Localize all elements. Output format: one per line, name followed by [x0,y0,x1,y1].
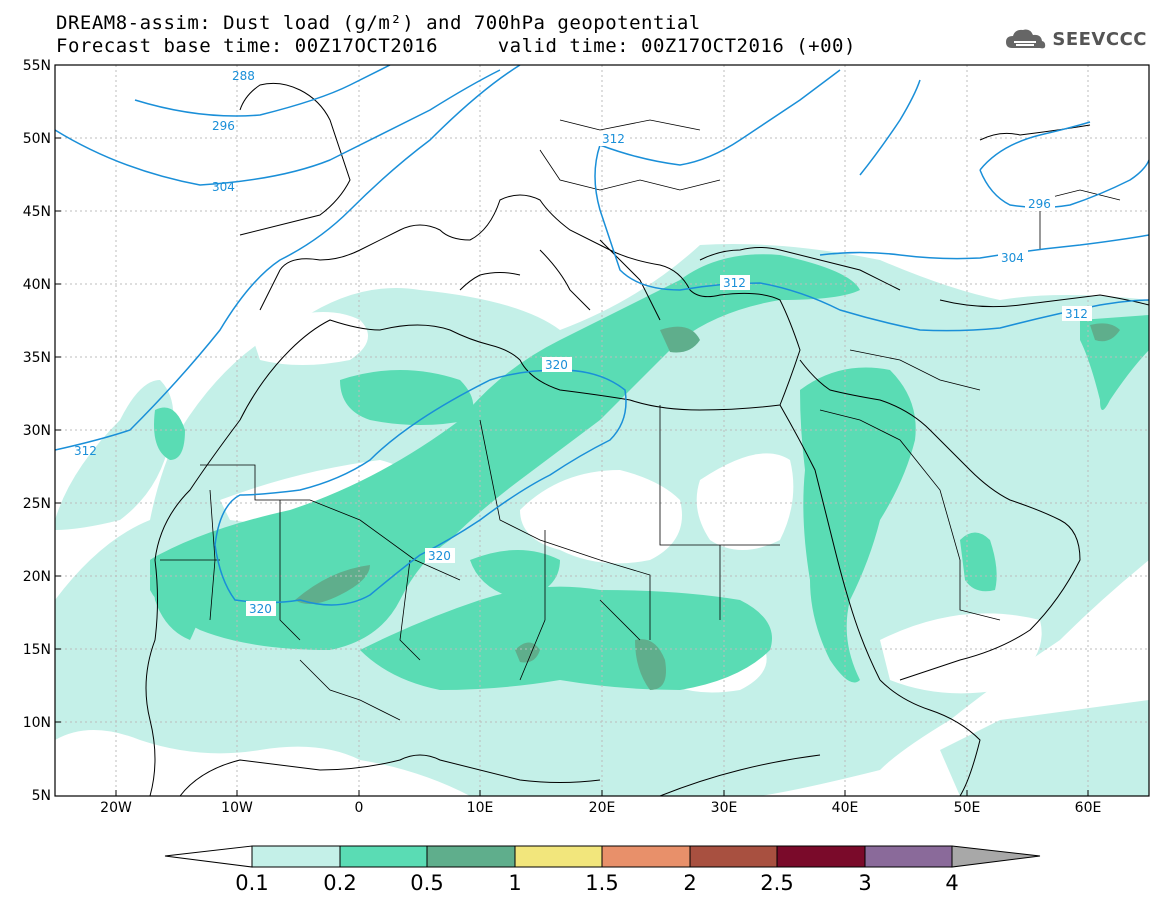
contour-label: 312 [1065,307,1088,321]
contour-label-box: 320 [246,601,276,616]
colorbar-label: 0.1 [235,871,268,895]
colorbar-swatch [689,845,778,868]
colorbar-swatch [339,845,428,868]
country-borders [160,119,1121,721]
colorbar-label: 0.5 [410,871,443,895]
lon-label: 10W [221,800,253,816]
lat-label: 25N [23,496,51,512]
lat-label: 40N [23,277,51,293]
contour-label: 320 [249,602,272,616]
lon-label: 20E [589,800,616,816]
colorbar-swatch [601,845,691,868]
contour-label: 312 [74,444,97,458]
title-line-2: Forecast base time: 00Z17OCT2016 valid t… [56,35,856,57]
contour-label: 312 [602,132,625,146]
colorbar-label: 1.5 [585,871,618,895]
graticule [55,65,1149,796]
colorbar-swatch [864,845,953,868]
brand-text: SEEVCCC [1052,28,1147,50]
contour-label: 312 [723,276,746,290]
colorbar-label: 3 [858,871,871,895]
contour-label-box: 320 [425,548,455,563]
lon-label: 60E [1075,800,1102,816]
contour-label-box: 304 [998,250,1028,265]
contour-label: 304 [1001,251,1024,265]
lat-label: 15N [23,642,51,658]
lon-label: 30E [711,800,738,816]
lat-label: 55N [23,58,51,74]
colorbar-under-arrow [164,845,253,868]
colorbar-swatch [426,845,516,868]
lat-label: 35N [23,350,51,366]
contour-label: 296 [212,119,235,133]
contour-label-box: 312 [599,131,629,146]
lat-label: 10N [23,715,51,731]
colorbar-label: 2 [683,871,696,895]
lat-label: 45N [23,204,51,220]
contour-label: 304 [212,180,235,194]
lon-label: 10E [467,800,494,816]
contour-label-box: 312 [720,275,750,290]
colorbar: 0.1 0.2 0.5 1 1.5 2 2.5 3 4 [164,845,1041,895]
contour-label: 288 [232,69,255,83]
dust-level-0-5 [295,323,1120,690]
colorbar-swatch [776,845,866,868]
lat-label: 5N [32,788,51,804]
colorbar-label: 2.5 [760,871,793,895]
lat-label: 30N [23,423,51,439]
brand-logo: SEEVCCC [1004,26,1147,52]
colorbar-swatch [514,845,603,868]
colorbar-over-arrow [951,845,1041,868]
contour-label-box: 320 [542,357,572,372]
lon-label: 50E [954,800,981,816]
colorbar-swatch [251,845,341,868]
contour-label: 320 [428,549,451,563]
lat-label: 50N [23,131,51,147]
colorbar-label: 1 [508,871,521,895]
cloud-logo-icon [1006,29,1046,49]
title-line-1: DREAM8-assim: Dust load (g/m²) and 700hP… [56,12,701,34]
colorbar-label: 0.2 [323,871,356,895]
lon-label: 40E [832,800,859,816]
contour-label-box: 312 [1062,306,1092,321]
lat-label: 20N [23,569,51,585]
dust-level-0-2 [150,254,1149,690]
contour-labels: 288 296 304 312 320 320 320 312 312 296 … [74,69,1092,616]
colorbar-label: 4 [945,871,958,895]
contour-label: 320 [545,358,568,372]
coastlines [145,82,1149,796]
contour-label-box: 296 [1025,196,1055,211]
latitude-labels: 55N 50N 45N 40N 35N 30N 25N 20N 15N 10N … [23,58,51,804]
tick-marks [55,64,1089,796]
lon-label: 0 [355,800,364,816]
contour-label: 296 [1028,197,1051,211]
lon-label: 20W [100,800,132,816]
longitude-labels: 20W 10W 0 10E 20E 30E 40E 50E 60E [100,800,1101,816]
geopotential-contours [55,65,1149,606]
